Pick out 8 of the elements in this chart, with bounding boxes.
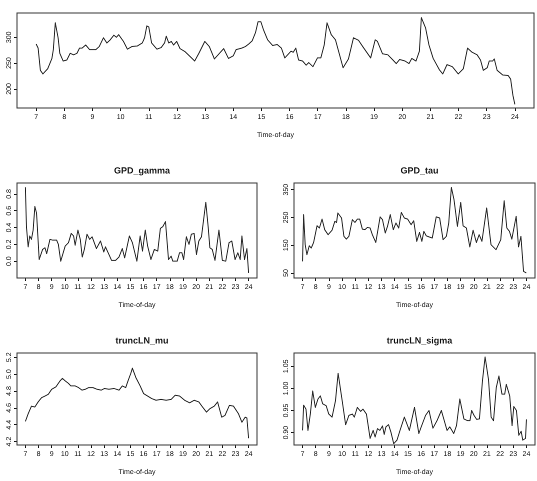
chart-title: GPD_tau <box>400 166 439 176</box>
chart-title: truncLN_sigma <box>386 336 454 346</box>
line-series <box>24 368 250 439</box>
line-series <box>302 186 527 274</box>
chart-title: GPD_gamma <box>114 166 171 176</box>
chart-title: truncLN_mu <box>115 336 169 346</box>
line-series <box>24 186 250 274</box>
line-series <box>36 17 516 105</box>
